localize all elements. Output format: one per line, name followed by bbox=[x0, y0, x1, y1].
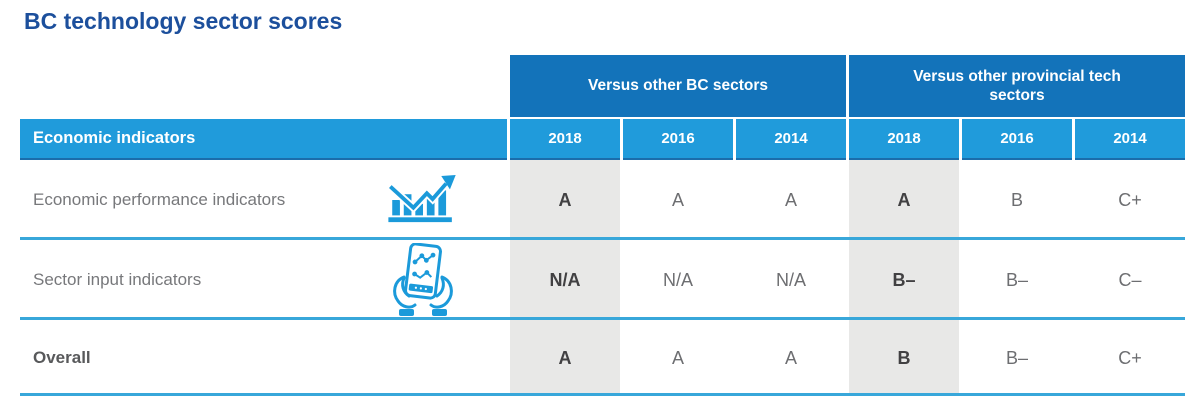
table-row-label-overall: Overall bbox=[20, 320, 507, 396]
grade-cell: B bbox=[849, 320, 959, 396]
grade-cell: C+ bbox=[1075, 320, 1185, 396]
grade-cell: N/A bbox=[510, 240, 620, 320]
year-header: 2016 bbox=[623, 119, 733, 160]
table-row-label-economic-performance: Economic performance indicators bbox=[20, 160, 507, 240]
grade-cell: B– bbox=[962, 240, 1072, 320]
grade-cell: B– bbox=[849, 240, 959, 320]
row-divider bbox=[20, 237, 1185, 240]
grade-cell: B– bbox=[962, 320, 1072, 396]
grade-cell: A bbox=[736, 160, 846, 240]
year-header: 2014 bbox=[1075, 119, 1185, 160]
group-header-label: Versus other BC sectors bbox=[587, 77, 769, 95]
page-title: BC technology sector scores bbox=[24, 8, 343, 34]
bar-chart-growth-icon bbox=[377, 175, 469, 225]
grade-cell: A bbox=[736, 320, 846, 396]
year-header: 2016 bbox=[962, 119, 1072, 160]
grade-cell: A bbox=[510, 160, 620, 240]
hands-holding-tablet-icon bbox=[377, 243, 469, 317]
year-header: 2018 bbox=[849, 119, 959, 160]
group-header-label: Versus other provincial tech sectors bbox=[913, 67, 1121, 104]
table-row-label-sector-input: Sector input indicators bbox=[20, 240, 507, 320]
column-header-economic-indicators: Economic indicators bbox=[20, 119, 507, 160]
row-label: Economic performance indicators bbox=[33, 190, 286, 209]
grade-cell: N/A bbox=[623, 240, 733, 320]
year-header: 2014 bbox=[736, 119, 846, 160]
row-divider bbox=[20, 317, 1185, 320]
year-header: 2018 bbox=[510, 119, 620, 160]
grade-cell: A bbox=[623, 320, 733, 396]
group-header-provincial-tech: Versus other provincial tech sectors bbox=[849, 55, 1185, 119]
row-label: Overall bbox=[33, 348, 91, 367]
row-label: Sector input indicators bbox=[33, 270, 202, 289]
grade-cell: A bbox=[849, 160, 959, 240]
grade-cell: C– bbox=[1075, 240, 1185, 320]
grade-cell: C+ bbox=[1075, 160, 1185, 240]
table-bottom-border bbox=[20, 393, 1185, 396]
grade-cell: N/A bbox=[736, 240, 846, 320]
grade-cell: B bbox=[962, 160, 1072, 240]
grade-cell: A bbox=[623, 160, 733, 240]
group-header-bc-sectors: Versus other BC sectors bbox=[510, 55, 846, 119]
grade-cell: A bbox=[510, 320, 620, 396]
table-corner-spacer bbox=[20, 55, 507, 119]
scores-table: Versus other BC sectors Versus other pro… bbox=[20, 55, 1185, 396]
